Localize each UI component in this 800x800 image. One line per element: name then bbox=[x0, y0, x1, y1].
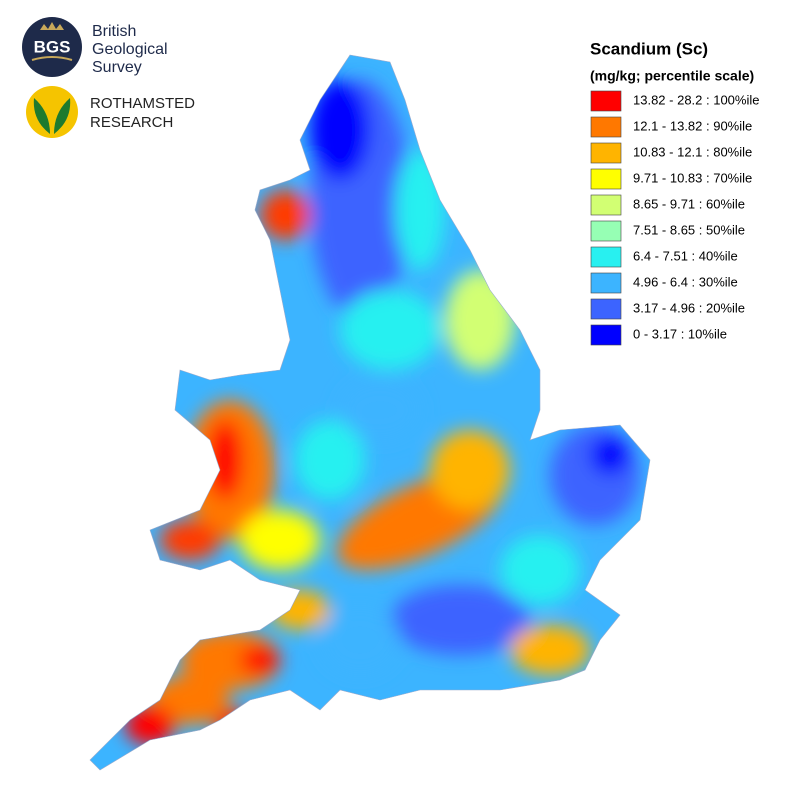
bgs-swoosh bbox=[31, 56, 73, 61]
map-surface bbox=[90, 55, 650, 770]
legend-swatch bbox=[590, 168, 622, 190]
rothamsted-name: RESEARCH bbox=[90, 114, 173, 131]
legend-label: 10.83 - 12.1 : 80%ile bbox=[633, 144, 752, 159]
legend-swatch bbox=[590, 142, 622, 164]
bgs-name: Survey bbox=[92, 59, 142, 76]
leaf bbox=[33, 98, 50, 134]
legend-swatch bbox=[590, 272, 622, 294]
legend-label: 6.4 - 7.51 : 40%ile bbox=[633, 248, 738, 263]
rothamsted-logo: ROTHAMSTED RESEARCH bbox=[26, 86, 195, 138]
crown bbox=[40, 22, 64, 30]
coastline bbox=[89, 54, 651, 771]
legend-label: 4.96 - 6.4 : 30%ile bbox=[633, 274, 738, 289]
bgs-mark: BGS bbox=[34, 37, 71, 56]
legend-subtitle: (mg/kg; percentile scale) bbox=[590, 68, 754, 84]
legend-label: 3.17 - 4.96 : 20%ile bbox=[633, 300, 745, 315]
legend-swatch bbox=[590, 246, 622, 268]
legend-title: Scandium (Sc) bbox=[590, 39, 708, 58]
legend-label: 9.71 - 10.83 : 70%ile bbox=[633, 170, 752, 185]
legend-label: 7.51 - 8.65 : 50%ile bbox=[633, 222, 745, 237]
legend: Scandium (Sc) (mg/kg; percentile scale) … bbox=[590, 39, 759, 346]
bgs-name: Geological bbox=[92, 41, 168, 58]
legend-label: 0 - 3.17 : 10%ile bbox=[633, 326, 727, 341]
rothamsted-badge bbox=[26, 86, 78, 138]
bgs-badge bbox=[22, 17, 82, 77]
bgs-name: British bbox=[92, 23, 136, 40]
leaf bbox=[54, 98, 71, 134]
legend-swatch bbox=[590, 90, 622, 112]
legend-label: 13.82 - 28.2 : 100%ile bbox=[633, 92, 759, 107]
legend-swatch bbox=[590, 220, 622, 242]
legend-swatch bbox=[590, 116, 622, 138]
legend-swatch bbox=[590, 324, 622, 346]
rothamsted-name: ROTHAMSTED bbox=[90, 95, 195, 112]
legend-swatch bbox=[590, 194, 622, 216]
legend-label: 8.65 - 9.71 : 60%ile bbox=[633, 196, 745, 211]
bgs-logo: BGS British Geological Survey bbox=[22, 17, 168, 77]
legend-swatch bbox=[590, 298, 622, 320]
legend-label: 12.1 - 13.82 : 90%ile bbox=[633, 118, 752, 133]
